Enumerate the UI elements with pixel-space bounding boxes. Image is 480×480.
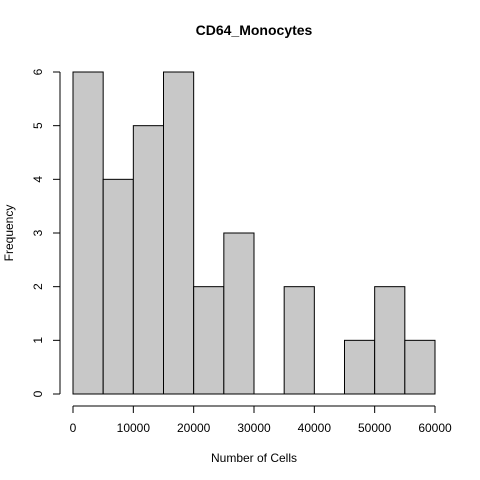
y-tick-label-5: 5	[31, 122, 45, 129]
y-tick-label-0: 0	[31, 390, 45, 397]
bar-5	[223, 232, 255, 395]
y-tick-label-2: 2	[31, 283, 45, 290]
bar-4	[193, 286, 225, 395]
bar-0	[72, 71, 104, 395]
chart-title: CD64_Monocytes	[196, 22, 313, 38]
y-tick-label-3: 3	[31, 229, 45, 236]
x-tick-label-2: 20000	[177, 421, 211, 435]
x-tick-label-6: 60000	[418, 421, 452, 435]
y-axis-label: Frequency	[2, 205, 16, 262]
bar-7	[283, 286, 315, 395]
bar-2	[132, 125, 164, 395]
y-axis: 0 1 2 3 4 5 6	[31, 68, 61, 397]
x-tick-label-1: 10000	[117, 421, 151, 435]
x-tick-label-3: 30000	[237, 421, 271, 435]
x-tick-label-4: 40000	[298, 421, 332, 435]
bar-1	[102, 178, 134, 395]
bar-3	[163, 71, 195, 395]
bars-group	[72, 71, 436, 395]
x-axis: 0 10000 20000 30000 40000 50000 60000	[70, 405, 452, 435]
x-tick-label-0: 0	[70, 421, 77, 435]
bar-9	[344, 339, 376, 395]
y-tick-label-4: 4	[31, 176, 45, 183]
y-tick-label-1: 1	[31, 337, 45, 344]
bar-10	[374, 286, 406, 395]
bar-11	[404, 339, 436, 395]
x-tick-label-5: 50000	[358, 421, 392, 435]
x-axis-label: Number of Cells	[211, 451, 297, 465]
y-tick-label-6: 6	[31, 68, 45, 75]
